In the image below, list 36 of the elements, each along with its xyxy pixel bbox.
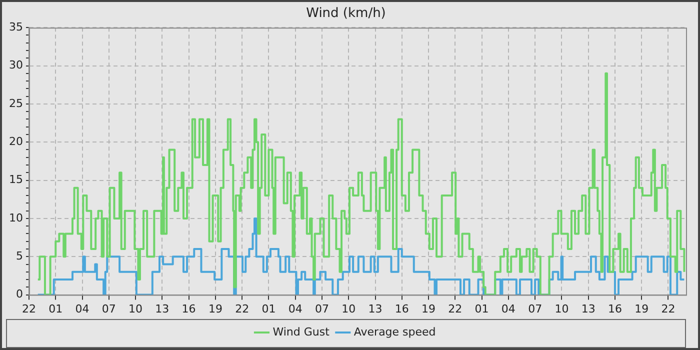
x-tick-label: 22 [22,302,36,316]
x-tick-label: 07 [314,302,329,316]
y-tick-label: 25 [8,96,23,110]
legend-label: Average speed [354,325,436,338]
x-tick-label: 07 [102,302,116,316]
x-tick-label: 10 [342,302,356,316]
y-tick-label: 10 [8,211,23,224]
x-tick-label: 04 [75,302,90,316]
x-tick-label: 22 [448,302,462,316]
y-tick-label: 5 [16,249,23,262]
x-tick-label: 16 [182,302,196,316]
chart-title: Wind (km/h) [306,6,386,22]
y-tick-label: 30 [8,58,23,72]
y-tick-label: 35 [8,20,23,34]
x-tick-label: 01 [48,302,63,316]
x-tick-label: 22 [235,302,250,316]
x-tick-label: 04 [501,302,516,316]
x-tick-label: 16 [608,302,622,316]
x-tick-label: 04 [288,302,302,316]
x-tick-label: 16 [394,302,409,316]
x-tick-label: 19 [634,302,649,316]
x-tick-label: 13 [581,302,596,316]
x-tick-label: 10 [554,302,569,316]
y-tick-label: 15 [8,173,23,186]
x-tick-label: 19 [208,302,222,316]
x-tick-label: 13 [368,302,382,316]
y-tick-label: 0 [16,288,23,301]
x-tick-label: 10 [128,302,143,316]
y-tick-label: 20 [8,134,23,148]
x-tick-label: 01 [474,302,489,316]
x-tick-label: 01 [262,302,276,316]
x-tick-label: 13 [155,302,170,316]
legend-label: Wind Gust [272,325,330,338]
x-tick-label: 19 [422,302,436,316]
x-tick-label: 22 [661,302,676,316]
x-tick-label: 07 [528,302,542,316]
